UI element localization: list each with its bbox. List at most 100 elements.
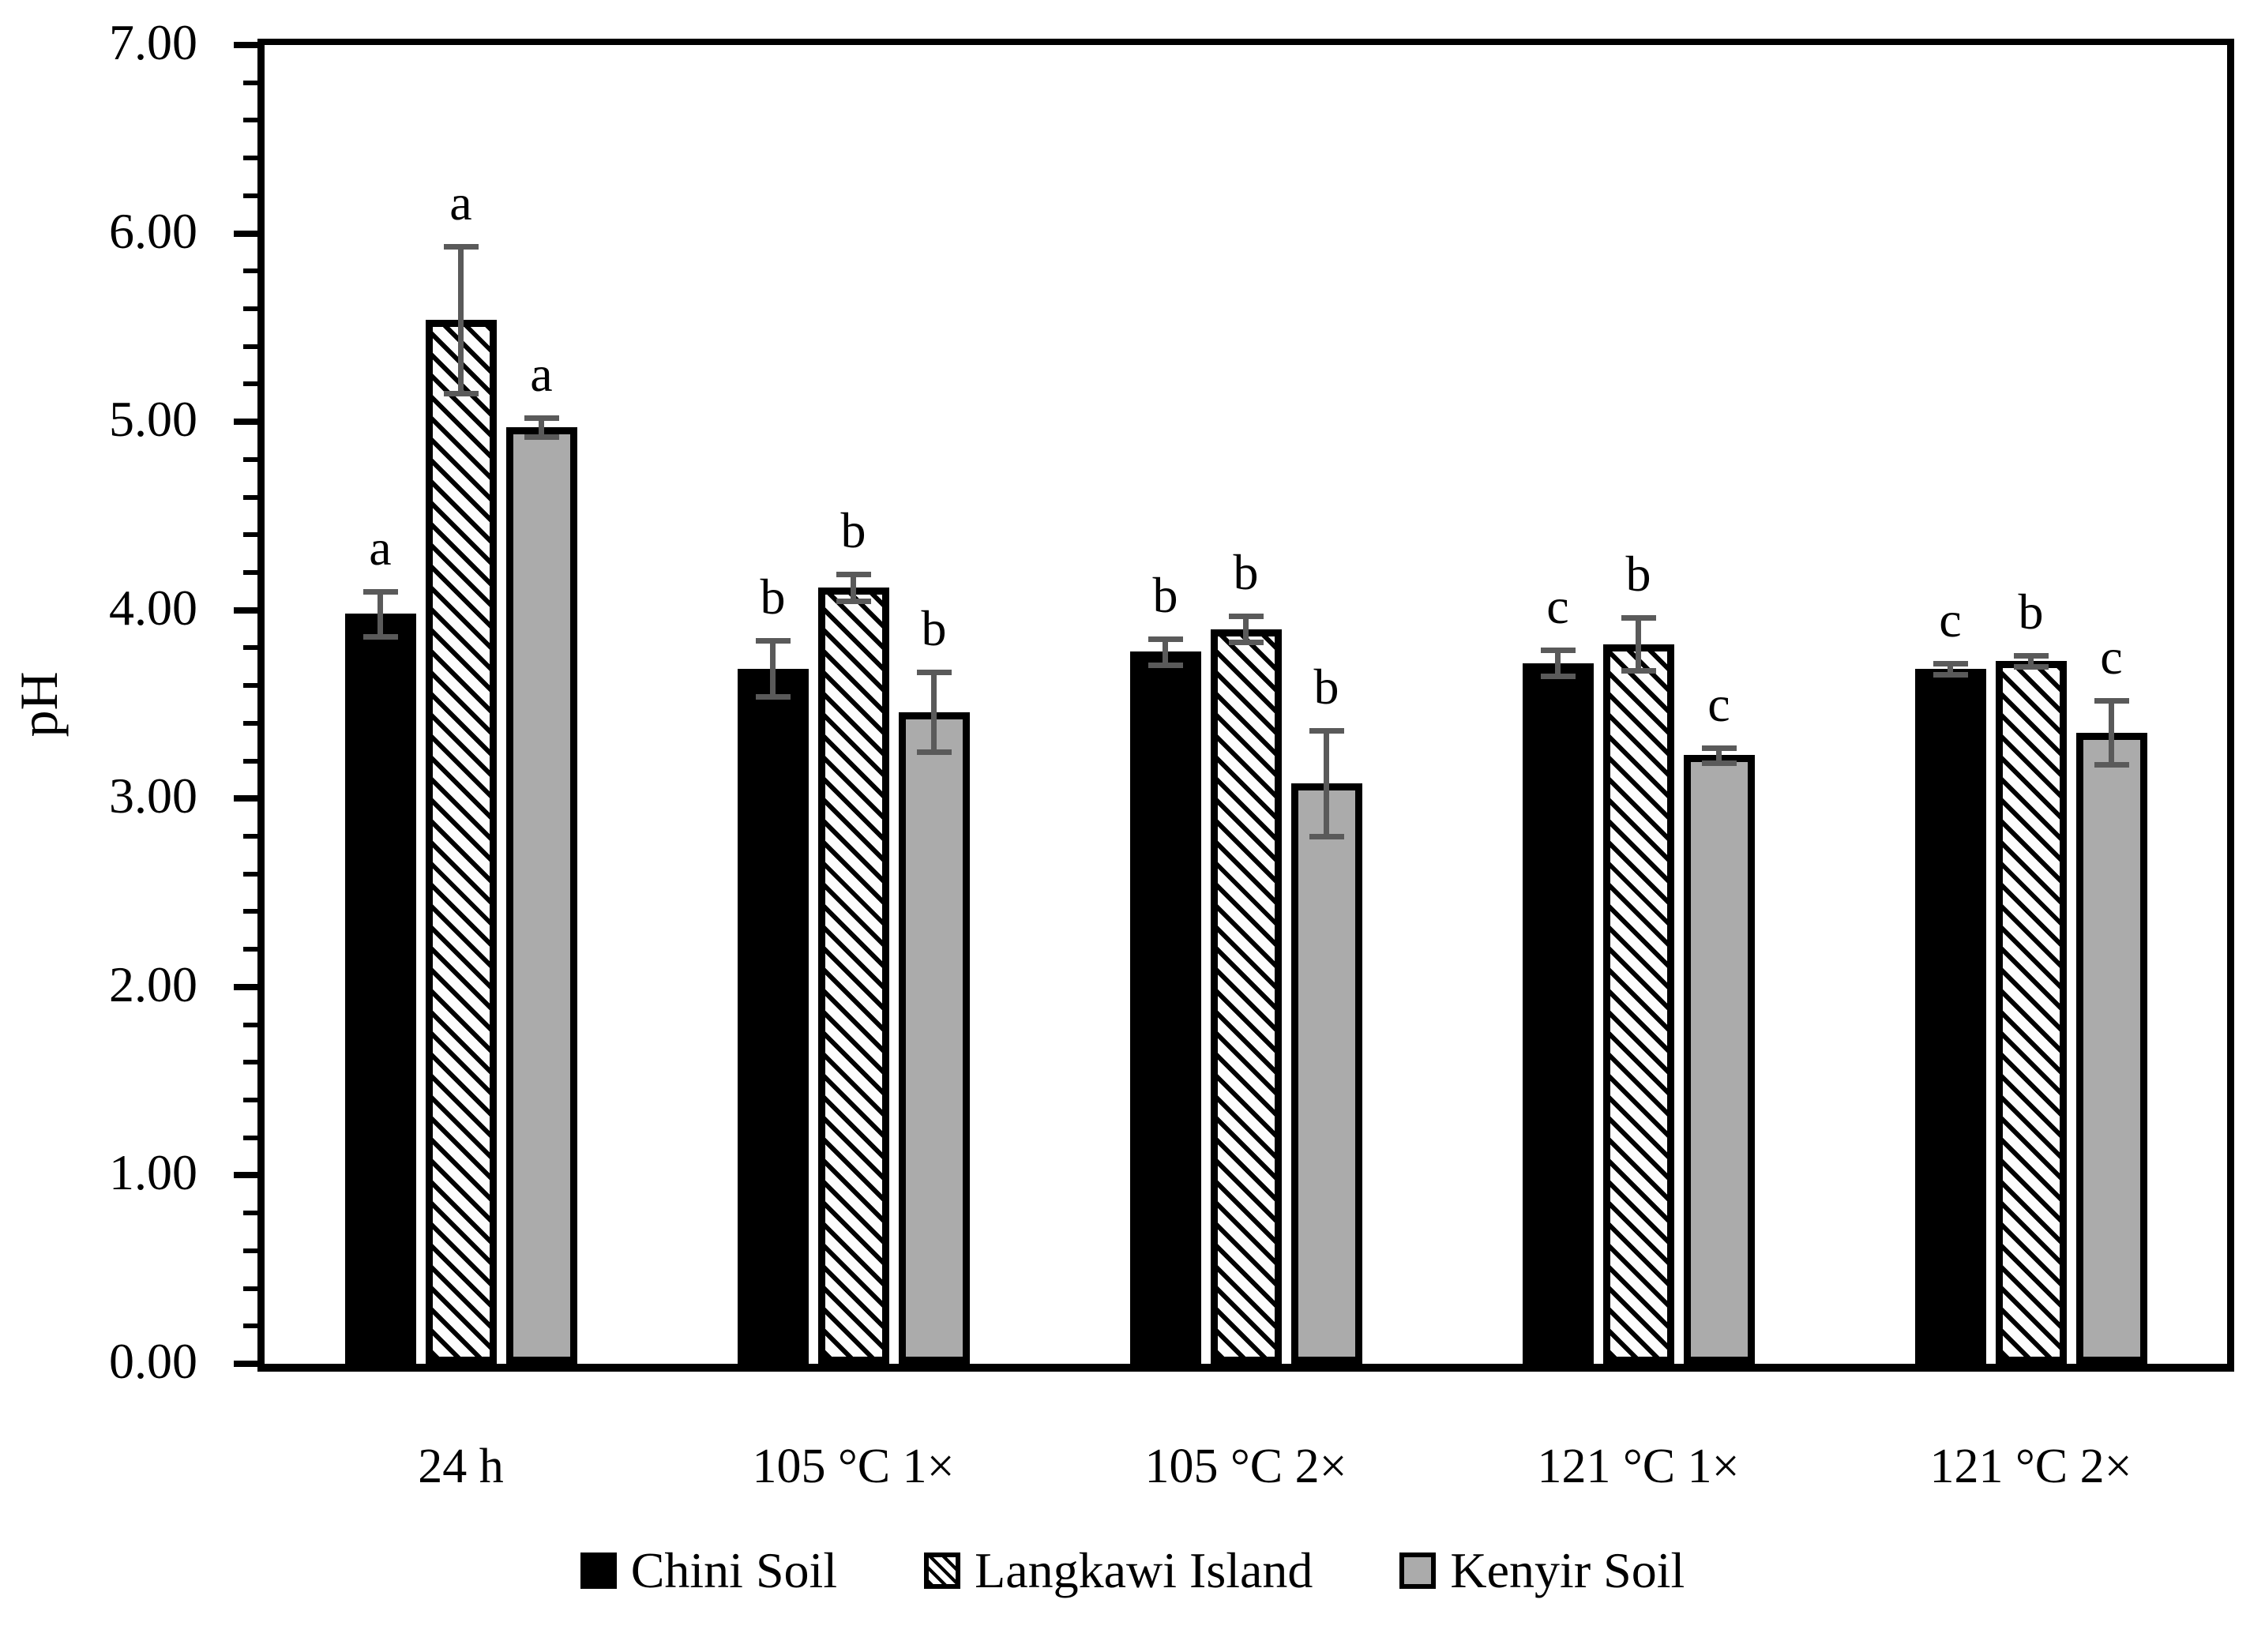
y-minor-tick: [243, 268, 257, 274]
y-minor-tick: [243, 758, 257, 764]
y-minor-tick: [243, 456, 257, 462]
error-bar-cap-top: [755, 637, 791, 644]
y-minor-tick: [243, 834, 257, 839]
y-major-tick: [234, 419, 257, 426]
legend-swatch-icon: [580, 1553, 617, 1589]
significance-letter: b: [921, 600, 947, 657]
bar-kenyir-soil-1: [505, 427, 577, 1364]
y-tick-label: 5.00: [109, 391, 197, 448]
significance-letter: a: [530, 346, 553, 403]
x-category-label: 121 °C 1×: [1537, 1440, 1740, 1493]
y-minor-tick: [243, 871, 257, 877]
y-minor-tick: [243, 156, 257, 161]
error-bar-line: [458, 246, 464, 394]
significance-letter: a: [369, 519, 392, 576]
legend-item-chini-soil: Chini Soil: [580, 1541, 837, 1600]
y-minor-tick: [243, 683, 257, 689]
significance-letter: b: [1625, 546, 1651, 603]
y-minor-tick: [243, 381, 257, 387]
y-axis-line: [257, 39, 265, 1372]
x-category-label: 24 h: [418, 1440, 504, 1493]
error-bar-line: [2109, 700, 2114, 765]
y-tick-label: 0.00: [109, 1333, 197, 1390]
plot-frame-top: [257, 39, 2234, 45]
error-bar-cap-top: [1540, 647, 1576, 653]
error-bar-cap-bottom: [2094, 762, 2129, 768]
y-major-tick: [234, 42, 257, 48]
error-bar-line: [1555, 649, 1561, 677]
bar-kenyir-soil-5: [2075, 732, 2147, 1364]
error-bar-line: [1948, 663, 1953, 674]
y-minor-tick: [243, 1211, 257, 1216]
legend-label: Kenyir Soil: [1450, 1542, 1685, 1598]
error-bar-cap-bottom: [916, 749, 952, 755]
error-bar-line: [931, 672, 937, 752]
y-minor-tick: [243, 344, 257, 349]
error-bar-line: [1243, 615, 1249, 643]
y-tick-label: 2.00: [109, 956, 197, 1012]
legend-swatch-icon: [924, 1553, 961, 1589]
legend-item-kenyir-soil: Kenyir Soil: [1399, 1541, 1685, 1600]
y-major-tick: [234, 606, 257, 614]
error-bar-cap-top: [836, 572, 871, 578]
error-bar-cap-top: [443, 244, 479, 250]
bar-langkawi-island-4: [1602, 644, 1674, 1364]
bar-langkawi-island-3: [1210, 629, 1282, 1364]
error-bar-cap-top: [916, 670, 952, 676]
error-bar-line: [770, 640, 776, 697]
error-bar-cap-bottom: [1148, 662, 1183, 668]
y-minor-tick: [243, 1248, 257, 1253]
error-bar-cap-top: [1148, 636, 1183, 642]
legend-item-langkawi-island: Langkawi Island: [924, 1541, 1313, 1600]
y-minor-tick: [243, 1022, 257, 1027]
y-minor-tick: [243, 947, 257, 952]
legend-swatch-icon: [1399, 1553, 1437, 1589]
significance-letter: b: [2018, 583, 2044, 640]
error-bar-cap-bottom: [1540, 674, 1576, 680]
y-minor-tick: [243, 80, 257, 85]
y-minor-tick: [243, 532, 257, 538]
y-major-tick: [234, 795, 257, 802]
y-minor-tick: [243, 645, 257, 651]
error-bar-line: [1163, 638, 1168, 665]
y-tick-label: 4.00: [109, 579, 197, 636]
error-bar-line: [2028, 655, 2034, 667]
error-bar-cap-bottom: [836, 598, 871, 604]
significance-letter: b: [1233, 543, 1259, 600]
y-minor-tick: [243, 720, 257, 726]
bar-langkawi-island-1: [425, 320, 497, 1364]
significance-letter: c: [2100, 629, 2123, 685]
y-minor-tick: [243, 1135, 257, 1140]
y-minor-tick: [243, 1286, 257, 1291]
significance-letter: c: [1939, 591, 1962, 648]
error-bar-cap-bottom: [755, 694, 791, 700]
legend-label: Langkawi Island: [975, 1542, 1313, 1598]
error-bar-cap-bottom: [1701, 760, 1737, 766]
significance-letter: c: [1546, 577, 1569, 634]
y-tick-label: 3.00: [109, 768, 197, 824]
significance-letter: b: [1152, 566, 1178, 623]
y-tick-label: 7.00: [109, 14, 197, 71]
error-bar-cap-top: [362, 588, 398, 595]
bar-chini-soil-5: [1914, 668, 1986, 1364]
bar-chini-soil-4: [1522, 663, 1594, 1364]
error-bar-cap-top: [1621, 615, 1656, 621]
x-axis-line: [257, 1364, 2234, 1372]
bar-chini-soil-3: [1129, 651, 1201, 1364]
legend-label: Chini Soil: [630, 1542, 838, 1598]
error-bar-cap-bottom: [362, 634, 398, 640]
y-minor-tick: [243, 909, 257, 914]
error-bar-line: [851, 574, 856, 601]
bar-kenyir-soil-2: [898, 711, 970, 1364]
y-tick-label: 1.00: [109, 1144, 197, 1201]
error-bar-cap-bottom: [2013, 664, 2049, 670]
significance-letter: c: [1707, 675, 1730, 732]
y-minor-tick: [243, 118, 257, 123]
bar-chini-soil-1: [344, 614, 416, 1364]
error-bar-line: [378, 591, 383, 637]
significance-letter: b: [1313, 659, 1339, 715]
error-bar-line: [1716, 747, 1722, 763]
error-bar-cap-top: [1228, 613, 1264, 619]
y-minor-tick: [243, 193, 257, 198]
